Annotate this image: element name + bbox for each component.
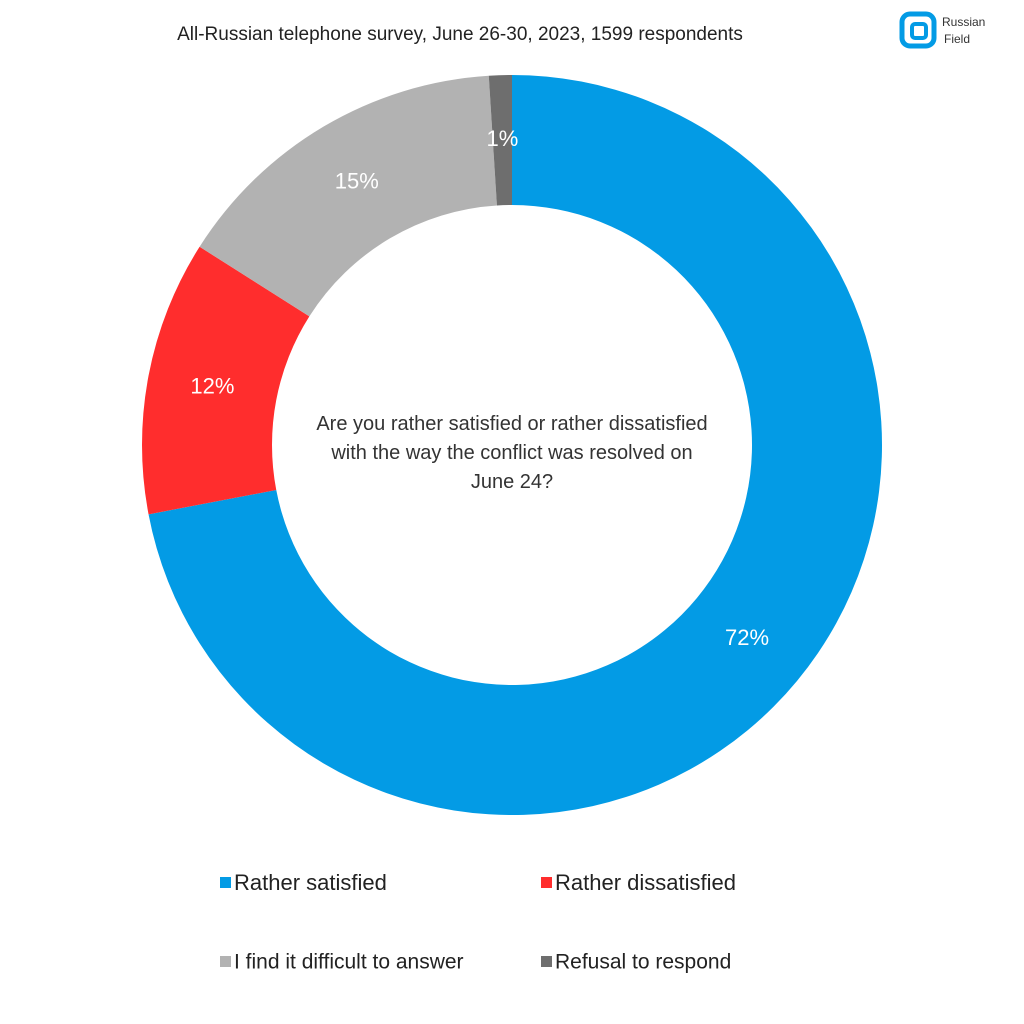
logo-icon-inner bbox=[910, 22, 928, 40]
value-label: 15% bbox=[335, 168, 379, 193]
logo-icon bbox=[899, 11, 937, 49]
legend-swatch bbox=[541, 877, 552, 888]
donut-segment bbox=[199, 75, 497, 317]
legend-label: Rather dissatisfied bbox=[555, 870, 736, 895]
value-label: 12% bbox=[190, 374, 234, 399]
logo-text: Field bbox=[944, 32, 970, 46]
legend-swatch bbox=[220, 956, 231, 967]
logo-text: Russian bbox=[942, 15, 985, 29]
legend-label: Rather satisfied bbox=[234, 870, 387, 895]
donut-segment bbox=[488, 75, 512, 206]
legend-swatch bbox=[220, 877, 231, 888]
value-label: 1% bbox=[487, 126, 519, 151]
logo: Russian Field bbox=[899, 11, 985, 49]
chart-title: All-Russian telephone survey, June 26-30… bbox=[177, 24, 743, 45]
donut-segment bbox=[148, 75, 883, 816]
center-question: Are you rather satisfied or rather dissa… bbox=[316, 413, 708, 493]
legend-swatch bbox=[541, 956, 552, 967]
value-label: 72% bbox=[725, 625, 769, 650]
legend-label: I find it difficult to answer bbox=[234, 951, 464, 974]
donut-segment bbox=[142, 246, 310, 515]
legend-label: Refusal to respond bbox=[555, 951, 731, 974]
